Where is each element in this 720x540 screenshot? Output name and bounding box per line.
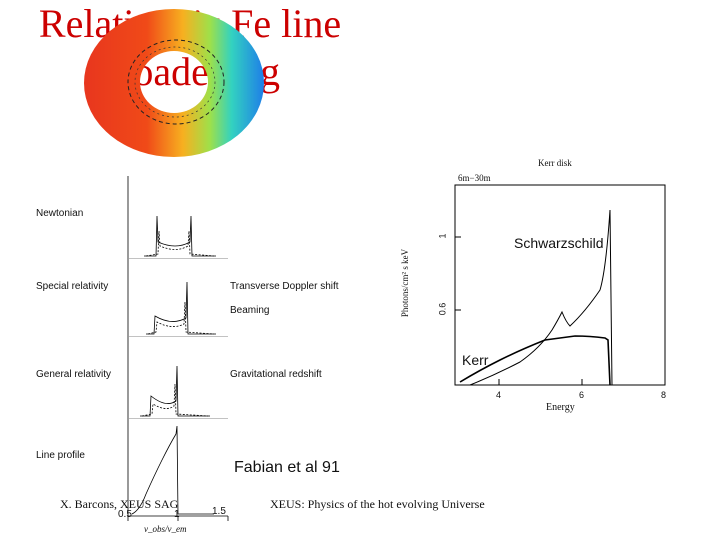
kerr-ylabel-wrap: Photons/cm² s keV xyxy=(396,230,456,340)
citation: Fabian et al 91 xyxy=(234,459,340,476)
footer-left: X. Barcons, XEUS SAG xyxy=(60,497,179,511)
kerr-xtick-label-6: 6 xyxy=(579,390,585,400)
special-relativity-curve-outer xyxy=(146,281,216,335)
kerr-xlabel: Energy xyxy=(546,402,575,413)
kerr-ytick-label-0p6: 0.6 xyxy=(437,302,448,316)
label-transverse-doppler: Transverse Doppler shift xyxy=(230,281,339,292)
label-special-relativity: Special relativity xyxy=(36,281,109,292)
kerr-range: 6m−30m xyxy=(458,173,491,183)
disk-inner-orbit xyxy=(134,46,216,118)
line-profile-curve xyxy=(131,425,214,515)
panel-divider-1 xyxy=(128,258,228,259)
disk-dashed-orbit xyxy=(127,39,225,125)
label-beaming: Beaming xyxy=(230,305,270,316)
kerr-curve xyxy=(459,335,611,386)
footer-center: XEUS: Physics of the hot evolving Univer… xyxy=(270,497,485,511)
label-schwarzschild: Schwarzschild xyxy=(514,235,604,251)
label-line-profile: Line profile xyxy=(36,450,85,461)
kerr-header: Kerr disk xyxy=(538,158,572,168)
disk-body xyxy=(84,9,264,157)
label-gravitational-redshift: Gravitational redshift xyxy=(230,369,322,380)
panel-xtick-1: 1 xyxy=(174,509,180,520)
kerr-xtick-label-4: 4 xyxy=(496,390,502,400)
panel-divider-3 xyxy=(128,418,228,419)
general-relativity-curve-inner xyxy=(141,383,209,417)
panel-xtick-0p5: 0.5 xyxy=(118,509,132,520)
schwarzschild-curve xyxy=(469,209,613,386)
kerr-xtick-label-8: 8 xyxy=(661,390,667,400)
label-newtonian: Newtonian xyxy=(36,208,84,219)
label-kerr: Kerr xyxy=(462,352,489,368)
kerr-ylabel: Photons/cm² s keV xyxy=(400,248,411,318)
kerr-ytick-label-1: 1 xyxy=(437,233,448,239)
newtonian-curve-outer xyxy=(144,215,216,257)
general-relativity-curve-outer xyxy=(140,365,210,417)
panel-xlabel: ν_obs/ν_em xyxy=(144,524,187,534)
accretion-disk-image xyxy=(84,9,264,157)
label-general-relativity: General relativity xyxy=(36,369,112,380)
panel-divider-2 xyxy=(128,336,228,337)
special-relativity-curve-inner xyxy=(147,301,215,335)
kerr-plot-frame xyxy=(454,184,666,386)
line-profile-panels xyxy=(127,176,229,521)
panel-xtick-1p5: 1.5 xyxy=(212,506,226,517)
newtonian-curve-inner xyxy=(145,230,215,257)
kerr-spectrum-plot xyxy=(454,184,666,386)
